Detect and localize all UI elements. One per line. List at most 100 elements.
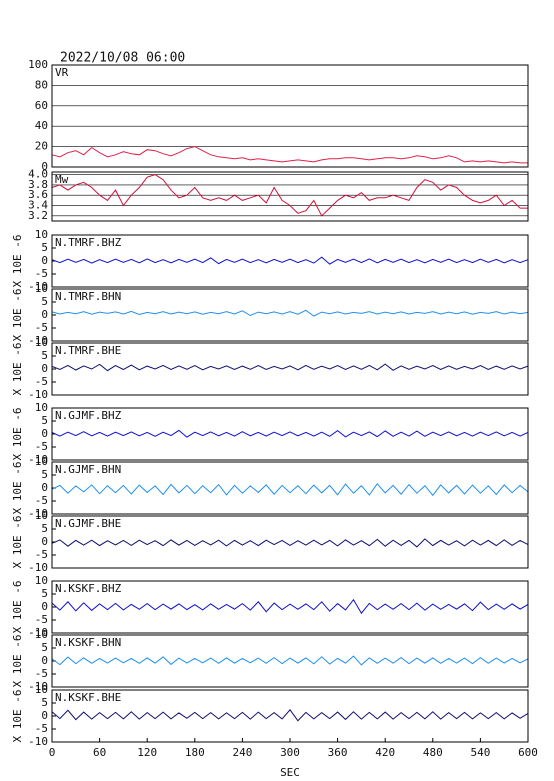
y-tick-label: -5	[35, 375, 48, 388]
panel-label: N.KSKF.BHZ	[55, 582, 122, 595]
data-line	[51, 482, 529, 497]
y-tick-label: 5	[41, 241, 48, 254]
y-tick-label: -10	[28, 680, 48, 693]
y-tick-label: 0	[41, 600, 48, 613]
y-tick-label: -5	[35, 548, 48, 561]
y-tick-label: 10	[35, 336, 48, 349]
y-tick-label: -10	[28, 507, 48, 520]
data-line	[51, 363, 529, 372]
data-line	[51, 429, 529, 438]
y-axis-label: X 10E -6	[11, 343, 24, 396]
chart-title: 2022/10/08 06:00	[60, 51, 185, 66]
y-axis-label: X 10E -6	[11, 635, 24, 688]
panel-frame	[51, 407, 529, 461]
y-tick-label: 0	[41, 427, 48, 440]
y-tick-label: -5	[35, 613, 48, 626]
y-tick-label: -10	[28, 334, 48, 347]
y-tick-label: 10	[35, 683, 48, 696]
x-tick-label: 420	[375, 746, 395, 759]
y-tick-label: -5	[35, 321, 48, 334]
y-tick-label: -10	[28, 453, 48, 466]
panel-label: N.GJMF.BHE	[55, 517, 121, 530]
data-line	[51, 708, 529, 722]
x-tick-label: 120	[137, 746, 157, 759]
panel-label: Mw	[55, 173, 69, 186]
panel-label: N.TMRF.BHN	[55, 290, 121, 303]
y-tick-label: 0	[41, 535, 48, 548]
y-tick-label: 80	[35, 78, 48, 91]
panel-label: N.KSKF.BHN	[55, 636, 121, 649]
y-tick-label: 5	[41, 587, 48, 600]
x-tick-label: 480	[423, 746, 443, 759]
panel-frame	[51, 234, 529, 288]
x-tick-label: 360	[328, 746, 348, 759]
panel-frame	[51, 580, 529, 634]
y-tick-label: -5	[35, 722, 48, 735]
data-line	[51, 309, 529, 317]
y-tick-label: 60	[35, 99, 48, 112]
x-tick-label: 600	[518, 746, 538, 759]
y-tick-label: 20	[35, 140, 48, 153]
panel-label: VR	[55, 66, 69, 79]
panel-frame	[51, 515, 529, 569]
y-axis-label: X 10E -6	[11, 516, 24, 569]
panel-label: N.GJMF.BHN	[55, 463, 121, 476]
data-line	[51, 146, 528, 164]
y-axis-label: X 10E -6	[11, 462, 24, 515]
x-tick-label: 0	[49, 746, 56, 759]
panel-label: N.TMRF.BHZ	[55, 236, 122, 249]
data-line	[51, 655, 529, 666]
panel-label: N.GJMF.BHZ	[55, 409, 122, 422]
y-tick-label: 10	[35, 455, 48, 468]
y-tick-label: 10	[35, 282, 48, 295]
y-tick-label: 0	[41, 254, 48, 267]
y-tick-label: 5	[41, 349, 48, 362]
x-tick-label: 60	[93, 746, 106, 759]
panel-frame	[51, 634, 529, 688]
y-tick-label: -10	[28, 388, 48, 401]
panel-frame	[51, 461, 529, 515]
y-tick-label: 5	[41, 414, 48, 427]
y-axis-label: X 10E -6	[11, 408, 24, 461]
x-tick-label: 300	[280, 746, 300, 759]
panel-label: N.KSKF.BHE	[55, 691, 121, 704]
y-tick-label: 3.6	[28, 188, 48, 201]
y-tick-label: -10	[28, 626, 48, 639]
y-tick-label: 0	[41, 654, 48, 667]
y-tick-label: 5	[41, 468, 48, 481]
y-tick-label: 100	[28, 58, 48, 71]
y-tick-label: 3.2	[28, 209, 48, 222]
y-tick-label: -5	[35, 667, 48, 680]
y-tick-label: 3.8	[28, 178, 48, 191]
y-tick-label: 10	[35, 574, 48, 587]
data-line	[51, 598, 529, 615]
y-tick-label: -5	[35, 494, 48, 507]
y-tick-label: 0	[41, 709, 48, 722]
y-axis-label: X 10E -6	[11, 289, 24, 342]
y-tick-label: 3.4	[28, 199, 48, 212]
y-axis-label: X 10E -6	[11, 235, 24, 288]
y-tick-label: 0	[41, 481, 48, 494]
data-line	[51, 538, 529, 548]
panel-frame	[51, 171, 529, 222]
y-tick-label: 40	[35, 119, 48, 132]
y-tick-label: 4.0	[28, 168, 48, 181]
panel-frame	[51, 64, 529, 168]
panel-label: N.TMRF.BHE	[55, 344, 121, 357]
panel-frame	[51, 689, 529, 743]
y-tick-label: 10	[35, 509, 48, 522]
y-tick-label: 10	[35, 401, 48, 414]
y-tick-label: -10	[28, 735, 48, 748]
x-tick-label: 180	[185, 746, 205, 759]
y-tick-label: 5	[41, 641, 48, 654]
y-tick-label: 5	[41, 522, 48, 535]
y-tick-label: 0	[41, 362, 48, 375]
y-tick-label: 5	[41, 696, 48, 709]
y-tick-label: 0	[41, 160, 48, 173]
panel-frame	[51, 288, 529, 342]
x-tick-label: 240	[232, 746, 252, 759]
y-tick-label: -5	[35, 267, 48, 280]
data-line	[51, 256, 529, 265]
y-tick-label: 10	[35, 628, 48, 641]
